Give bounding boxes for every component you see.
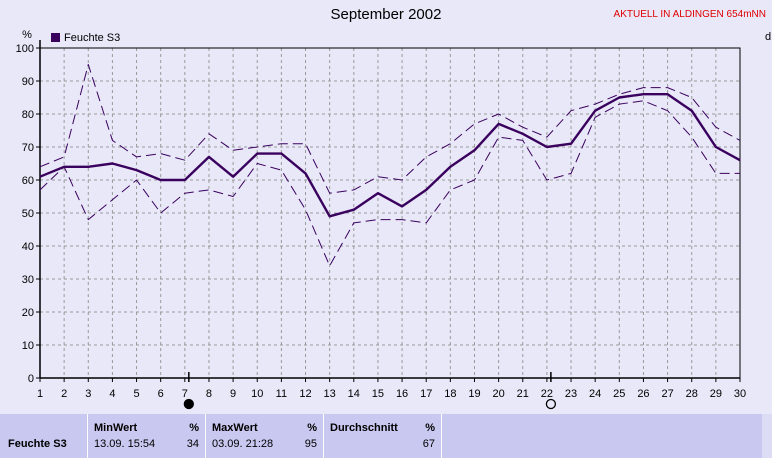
x-tick-label: 19 — [468, 388, 480, 400]
series-line-main — [39, 92, 741, 218]
chart-title: September 2002 — [330, 6, 442, 23]
y-tick-label: 80 — [22, 109, 34, 121]
legend-label: Feuchte S3 — [64, 32, 120, 44]
x-tick-label: 17 — [420, 388, 432, 400]
avg-value: 67 — [422, 438, 435, 450]
x-tick-label: 4 — [109, 388, 115, 400]
y-axis-label: % — [22, 29, 32, 41]
x-tick-label: 21 — [517, 388, 529, 400]
x-tick-label: 6 — [158, 388, 164, 400]
x-tick-label: 11 — [276, 388, 287, 400]
location-label: AKTUELL IN ALDINGEN 654mNN — [613, 9, 766, 20]
x-tick-label: 14 — [348, 388, 360, 400]
stats-panel: Feuchte S3 MinWert % 13.09. 15:54 34 Max… — [0, 414, 762, 458]
x-tick-label: 23 — [565, 388, 577, 400]
x-tick-label: 22 — [541, 388, 553, 400]
y-tick-label: 20 — [22, 307, 34, 319]
y-tick-label: 90 — [22, 76, 34, 88]
max-value: 95 — [304, 438, 317, 450]
x-tick-label: 5 — [133, 388, 139, 400]
cutoff-label: d — [765, 31, 772, 43]
x-tick-label: 9 — [230, 388, 236, 400]
x-tick-label: 28 — [686, 388, 698, 400]
right-strip — [762, 414, 772, 458]
x-tick-label: 12 — [299, 388, 311, 400]
avg-header: Durchschnitt — [330, 422, 398, 434]
x-tick-label: 26 — [637, 388, 649, 400]
stats-empty-cell — [442, 414, 762, 458]
x-tick-label: 3 — [85, 388, 91, 400]
x-tick-label: 18 — [444, 388, 456, 400]
x-tick-label: 27 — [661, 388, 673, 400]
max-cell: MaxWert % 03.09. 21:28 95 — [206, 414, 324, 458]
y-tick-label: 10 — [22, 340, 34, 352]
x-tick-label: 25 — [613, 388, 625, 400]
y-tick-label: 60 — [22, 175, 34, 187]
x-tick-label: 8 — [206, 388, 212, 400]
x-tick-label: 2 — [61, 388, 67, 400]
y-tick-label: 100 — [16, 43, 34, 55]
new-moon-icon — [545, 398, 557, 410]
max-unit: % — [307, 422, 317, 434]
series-line-min — [39, 100, 740, 267]
min-date: 13.09. 15:54 — [94, 438, 156, 450]
x-tick-label: 1 — [37, 388, 43, 400]
min-value: 34 — [186, 438, 199, 450]
x-tick-label: 20 — [492, 388, 504, 400]
x-tick-label: 29 — [710, 388, 722, 400]
x-tick-label: 13 — [324, 388, 336, 400]
min-unit: % — [189, 422, 199, 434]
series-line-max — [39, 64, 741, 194]
x-tick-label: 15 — [372, 388, 384, 400]
avg-unit: % — [425, 422, 435, 434]
avg-cell: Durchschnitt % 67 — [324, 414, 442, 458]
min-cell: MinWert % 13.09. 15:54 34 — [88, 414, 206, 458]
x-tick-label: 24 — [589, 388, 601, 400]
max-date: 03.09. 21:28 — [212, 438, 274, 450]
legend-swatch — [51, 33, 60, 42]
full-moon-icon — [183, 398, 194, 410]
stats-row-label: Feuchte S3 — [8, 438, 67, 450]
x-tick-label: 7 — [182, 388, 188, 400]
min-header: MinWert — [94, 422, 138, 434]
y-tick-label: 0 — [28, 373, 34, 385]
x-tick-label: 30 — [734, 388, 746, 400]
x-tick-label: 10 — [251, 388, 263, 400]
y-tick-label: 30 — [22, 274, 34, 286]
x-tick-label: 16 — [396, 388, 408, 400]
stats-row-label-cell: Feuchte S3 — [0, 414, 88, 458]
max-header: MaxWert — [212, 422, 258, 434]
y-tick-label: 40 — [22, 241, 34, 253]
y-tick-label: 50 — [22, 208, 34, 220]
y-tick-label: 70 — [22, 142, 34, 154]
